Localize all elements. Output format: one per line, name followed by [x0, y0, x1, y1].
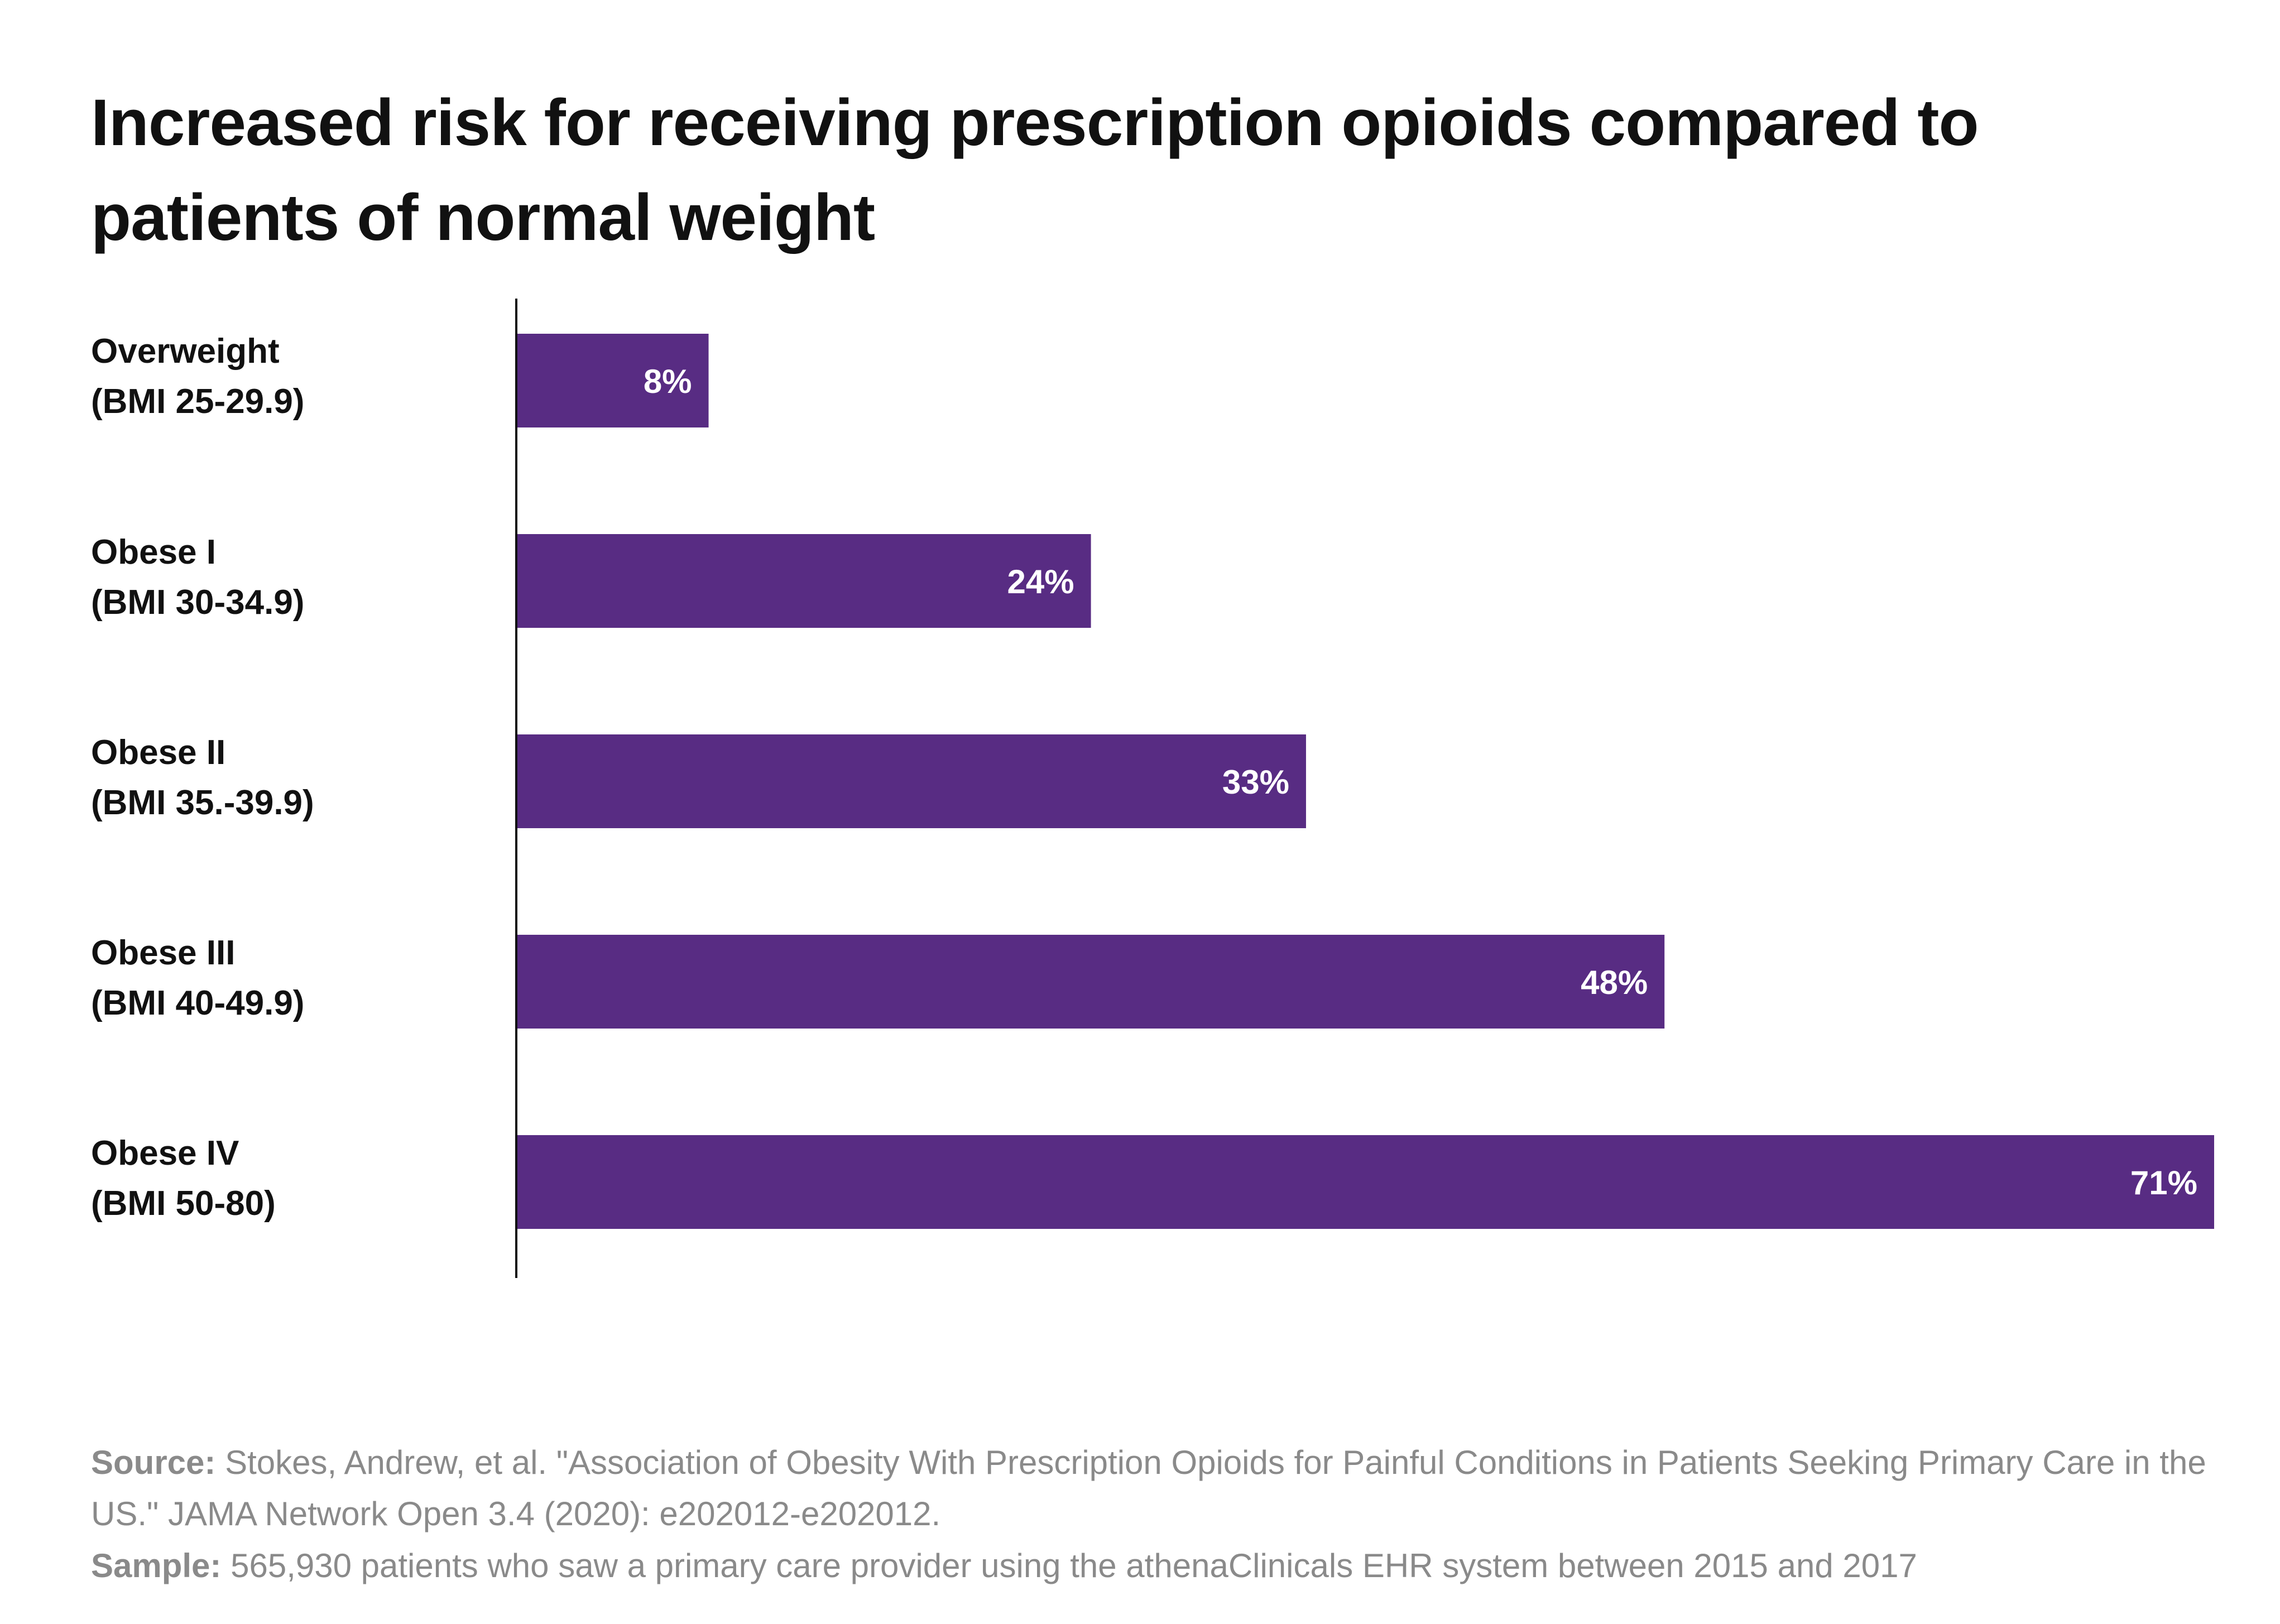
- bar-2: [517, 734, 1306, 828]
- bar-value-label-1: 24%: [1007, 563, 1074, 600]
- category-label-obese-iii: Obese III (BMI 40-49.9): [91, 928, 482, 1029]
- category-label-line-2: (BMI 35.-39.9): [91, 784, 314, 822]
- category-label-line-1: Overweight: [91, 332, 280, 371]
- category-label-overweight: Overweight (BMI 25-29.9): [91, 326, 482, 427]
- category-label-obese-ii: Obese II (BMI 35.-39.9): [91, 728, 482, 828]
- category-label-line-1: Obese III: [91, 934, 236, 972]
- sample-label: Sample:: [91, 1547, 222, 1584]
- sample-note: Sample: 565,930 patients who saw a prima…: [91, 1540, 2212, 1592]
- source-note: Source: Stokes, Andrew, et al. "Associat…: [91, 1437, 2212, 1540]
- category-label-line-1: Obese II: [91, 733, 226, 772]
- category-label-line-2: (BMI 40-49.9): [91, 984, 305, 1022]
- bar-value-label-3: 48%: [1581, 964, 1648, 1001]
- bar-1: [517, 534, 1091, 628]
- bar-4: [517, 1135, 2214, 1229]
- category-label-line-2: (BMI 30-34.9): [91, 583, 305, 622]
- bar-value-label-4: 71%: [2130, 1164, 2197, 1202]
- category-label-obese-iv: Obese IV (BMI 50-80): [91, 1128, 482, 1229]
- sample-text: 565,930 patients who saw a primary care …: [231, 1547, 1917, 1584]
- category-label-line-2: (BMI 25-29.9): [91, 382, 305, 421]
- category-label-line-1: Obese I: [91, 533, 216, 571]
- category-label-obese-i: Obese I (BMI 30-34.9): [91, 527, 482, 628]
- source-label: Source:: [91, 1444, 216, 1481]
- bar-3: [517, 935, 1665, 1029]
- chart-title: Increased risk for receiving prescriptio…: [91, 86, 1979, 254]
- bar-0: [517, 334, 709, 427]
- bar-value-label-0: 8%: [644, 363, 692, 400]
- category-label-line-2: (BMI 50-80): [91, 1184, 276, 1223]
- bar-value-label-2: 33%: [1222, 763, 1289, 801]
- category-label-line-1: Obese IV: [91, 1134, 239, 1173]
- source-text: Stokes, Andrew, et al. "Association of O…: [91, 1444, 2206, 1532]
